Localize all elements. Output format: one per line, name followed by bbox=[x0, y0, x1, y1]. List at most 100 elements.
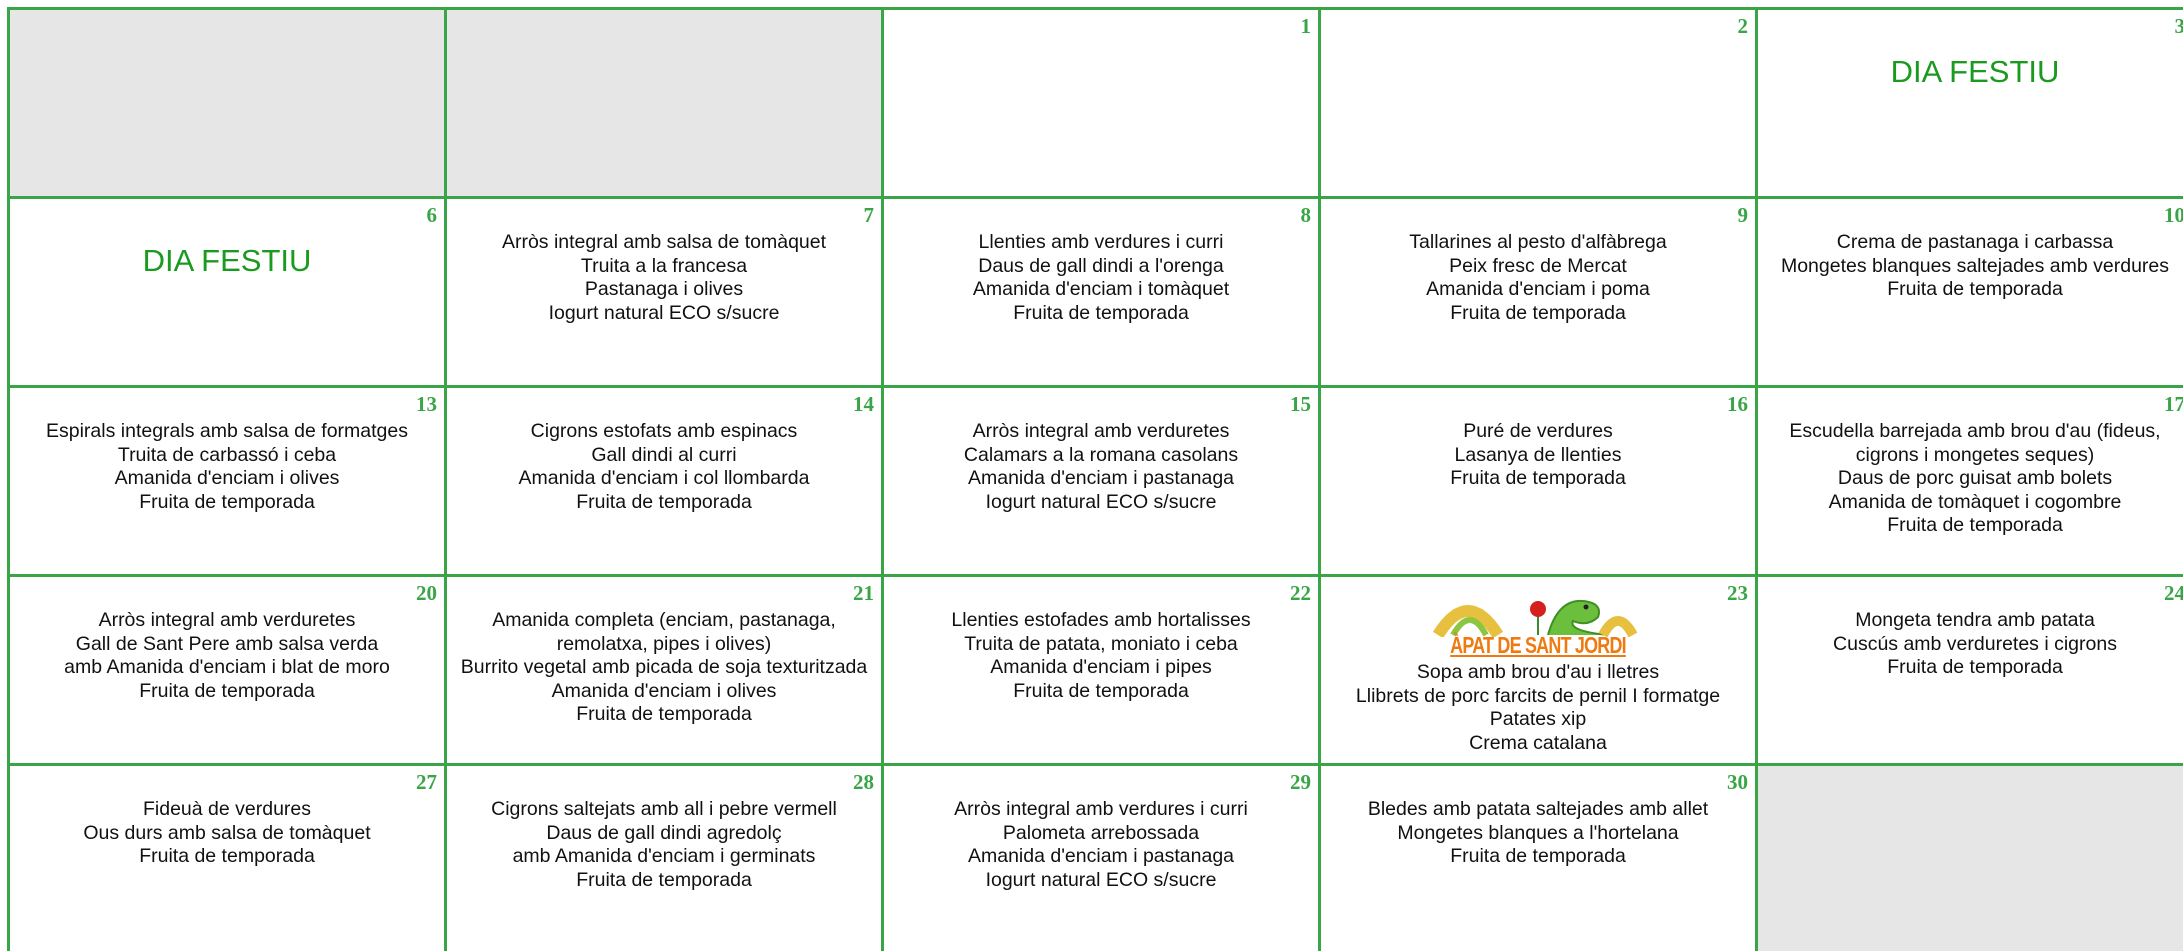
day-cell: 16 Puré de verdures Lasanya de llenties Fru… bbox=[1321, 388, 1758, 577]
day-number: 10 bbox=[2164, 203, 2183, 227]
menu-line: Truita a la francesa bbox=[580, 254, 748, 277]
menu-line: Fruita de temporada bbox=[1887, 514, 2063, 536]
menu-line: Amanida d'enciam i olives bbox=[114, 467, 340, 489]
day-cell: 10 Crema de pastanaga i carbassa Mongetes … bbox=[1758, 199, 2183, 388]
day-cell: 30 Bledes amb patata saltejades amb allet… bbox=[1321, 766, 1758, 951]
menu-line: Fideuà de verdures bbox=[142, 798, 312, 820]
day-cell: 8 Llenties amb verdures i curri Daus de ga… bbox=[884, 199, 1321, 388]
menu-line: Amanida d'enciam i col llombarda bbox=[518, 467, 810, 489]
menu-line: Daus de gall dindi agredolç bbox=[546, 821, 782, 844]
menu-line: Crema catalana bbox=[1469, 731, 1607, 754]
day-number: 23 bbox=[1727, 581, 1748, 605]
menu-line: Burrito vegetal amb picada de soja textu… bbox=[460, 656, 868, 678]
menu-line: Fruita de temporada bbox=[1887, 656, 2063, 678]
menu-line: Amanida d'enciam i pipes bbox=[990, 656, 1212, 678]
menu-line: Amanida d'enciam i poma bbox=[1426, 278, 1650, 300]
menu-line: Arròs integral amb salsa de tomàquet bbox=[501, 231, 827, 253]
menu-line: Arròs integral amb verduretes bbox=[98, 609, 356, 631]
menu-line: amb Amanida d'enciam i germinats bbox=[512, 845, 816, 867]
menu-line: amb Amanida d'enciam i blat de moro bbox=[64, 656, 390, 678]
day-cell: 21 Amanida completa (enciam, pastanaga, r… bbox=[447, 577, 884, 766]
day-number: 3 bbox=[2174, 14, 2183, 38]
menu-line: Cuscús amb verduretes i cigrons bbox=[1833, 632, 2117, 655]
day-number: 30 bbox=[1727, 770, 1748, 794]
menu-line: Amanida d'enciam i olives bbox=[551, 679, 777, 702]
menu-line: Patates xip bbox=[1489, 708, 1587, 730]
day-number: 15 bbox=[1290, 392, 1311, 416]
menu-line: Truita de carbassó i ceba bbox=[117, 443, 337, 466]
menu-line: Peix fresc de Mercat bbox=[1449, 254, 1627, 277]
day-cell: 22 Llenties estofades amb hortalisses Trui… bbox=[884, 577, 1321, 766]
menu-line: Iogurt natural ECO s/sucre bbox=[985, 490, 1217, 513]
empty-cell bbox=[447, 10, 884, 199]
day-number: 29 bbox=[1290, 770, 1311, 794]
day-cell: 9 Tallarines al pesto d'alfàbrega Peix fre… bbox=[1321, 199, 1758, 388]
menu-line: Mongetes blanques saltejades amb verdure… bbox=[1780, 254, 2170, 277]
day-number: 8 bbox=[1300, 203, 1312, 227]
menu-line: Tallarines al pesto d'alfàbrega bbox=[1409, 231, 1667, 253]
banner: ÀPAT DE SANT JORDI bbox=[1329, 587, 1747, 661]
menu-line: Espirals integrals amb salsa de formatge… bbox=[46, 420, 408, 442]
menu-line: Calamars a la romana casolans bbox=[963, 443, 1239, 466]
menu-line: Palometa arrebossada bbox=[1002, 821, 1200, 844]
empty-cell bbox=[10, 10, 447, 199]
menu-line: Crema de pastanaga i carbassa bbox=[1836, 231, 2114, 253]
day-number: 6 bbox=[426, 203, 438, 227]
menu-line: Llenties amb verdures i curri bbox=[978, 231, 1224, 253]
day-number: 20 bbox=[416, 581, 437, 605]
menu-line: Fruita de temporada bbox=[1450, 467, 1626, 489]
day-cell: 17 Escudella barrejada amb brou d'au (fid… bbox=[1758, 388, 2183, 577]
holiday-label: DIA FESTIU bbox=[142, 243, 312, 278]
menu-line: Iogurt natural ECO s/sucre bbox=[548, 301, 780, 324]
menu-line: Amanida d'enciam i tomàquet bbox=[972, 278, 1230, 300]
day-cell: 14 Cigrons estofats amb espinacs Gall dind… bbox=[447, 388, 884, 577]
holiday-label: DIA FESTIU bbox=[1890, 54, 2060, 89]
day-cell: 2 bbox=[1321, 10, 1758, 199]
day-number: 1 bbox=[1300, 14, 1312, 38]
menu-line: Daus de gall dindi a l'orenga bbox=[978, 254, 1224, 277]
menu-line: Amanida completa (enciam, pastanaga, rem… bbox=[492, 609, 836, 655]
day-cell: 23 ÀPAT DE SANT JORDI Sopa amb brou d'au i… bbox=[1321, 577, 1758, 766]
day-number: 13 bbox=[416, 392, 437, 416]
day-cell: 13 Espirals integrals amb salsa de format… bbox=[10, 388, 447, 577]
day-number: 14 bbox=[853, 392, 874, 416]
day-cell: 29 Arròs integral amb verdures i curri Pal… bbox=[884, 766, 1321, 951]
menu-line: Fruita de temporada bbox=[1450, 845, 1626, 867]
menu-line: Fruita de temporada bbox=[1887, 278, 2063, 300]
day-cell: 24 Mongeta tendra amb patata Cuscús amb ve… bbox=[1758, 577, 2183, 766]
day-cell: 7 Arròs integral amb salsa de tomàquet Tru… bbox=[447, 199, 884, 388]
menu-line: Cigrons saltejats amb all i pebre vermel… bbox=[491, 798, 837, 820]
calendar-grid: 1 2 3 DIA FESTIU 6 DIA FESTIU 7 Arròs integral … bbox=[7, 7, 2183, 951]
menu-line: Fruita de temporada bbox=[576, 868, 752, 891]
menu-line: Cigrons estofats amb espinacs bbox=[530, 420, 798, 442]
day-cell: 1 bbox=[884, 10, 1321, 199]
menu-line: Truita de patata, moniato i ceba bbox=[964, 632, 1238, 655]
day-cell: 6 DIA FESTIU bbox=[10, 199, 447, 388]
menu-line: Sopa amb brou d'au i lletres bbox=[1416, 661, 1660, 683]
menu-line: Escudella barrejada amb brou d'au (fideu… bbox=[1789, 420, 2161, 466]
menu-line: Arròs integral amb verduretes bbox=[972, 420, 1230, 442]
menu-line: Pastanaga i olives bbox=[584, 278, 744, 300]
day-cell: 28 Cigrons saltejats amb all i pebre verm… bbox=[447, 766, 884, 951]
day-cell: 27 Fideuà de verdures Ous durs amb salsa d… bbox=[10, 766, 447, 951]
day-number: 22 bbox=[1290, 581, 1311, 605]
day-number: 7 bbox=[863, 203, 875, 227]
menu-line: Fruita de temporada bbox=[1013, 679, 1189, 702]
day-cell: 3 DIA FESTIU bbox=[1758, 10, 2183, 199]
menu-line: Fruita de temporada bbox=[139, 490, 315, 513]
menu-line: Bledes amb patata saltejades amb allet bbox=[1367, 798, 1709, 820]
day-cell: 15 Arròs integral amb verduretes Calamars … bbox=[884, 388, 1321, 577]
menu-line: Gall dindi al curri bbox=[591, 443, 737, 466]
menu-line: Ous durs amb salsa de tomàquet bbox=[83, 821, 371, 844]
menu-line: Fruita de temporada bbox=[139, 845, 315, 867]
menu-line: Lasanya de llenties bbox=[1454, 443, 1622, 466]
day-number: 2 bbox=[1737, 14, 1749, 38]
menu-line: Amanida d'enciam i pastanaga bbox=[967, 467, 1235, 489]
menu-line: Fruita de temporada bbox=[576, 703, 752, 725]
menu-line: Llenties estofades amb hortalisses bbox=[951, 609, 1251, 631]
day-number: 24 bbox=[2164, 581, 2183, 605]
day-number: 16 bbox=[1727, 392, 1748, 416]
day-number: 17 bbox=[2164, 392, 2183, 416]
menu-line: Daus de porc guisat amb bolets bbox=[1837, 467, 2113, 489]
